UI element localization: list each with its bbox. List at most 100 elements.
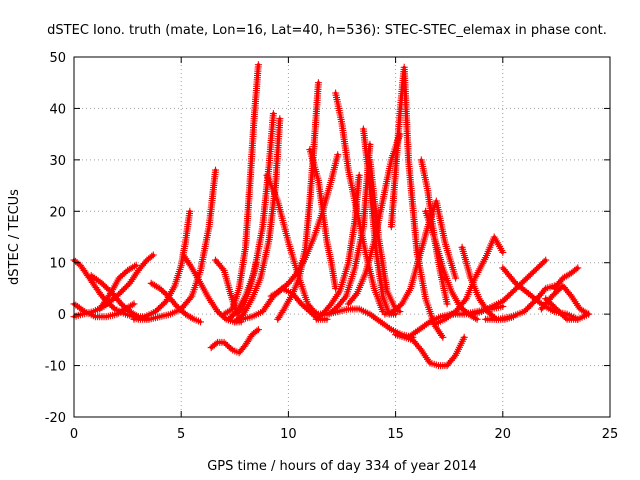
data-point <box>510 278 518 286</box>
data-point <box>563 287 571 295</box>
data-point <box>549 302 557 310</box>
data-point <box>559 282 567 290</box>
series-40 <box>550 264 582 292</box>
data-point <box>279 284 287 292</box>
y-tick-label: 20 <box>49 205 66 220</box>
data-point <box>527 301 535 309</box>
series-19 <box>306 146 340 292</box>
data-point <box>253 327 261 335</box>
data-point <box>553 281 561 289</box>
data-point <box>219 265 227 273</box>
data-point <box>520 308 528 316</box>
data-point <box>309 306 317 314</box>
data-point <box>452 274 460 282</box>
data-point <box>279 307 287 315</box>
data-point <box>109 303 117 311</box>
data-point <box>123 283 130 290</box>
data-point <box>522 275 530 283</box>
data-point <box>350 293 358 301</box>
series-36 <box>482 282 558 323</box>
data-point <box>565 289 572 297</box>
data-point <box>115 274 123 282</box>
data-point <box>297 300 305 308</box>
data-point <box>554 307 562 314</box>
data-point <box>105 291 113 299</box>
data-point <box>534 264 542 271</box>
data-point <box>446 358 454 366</box>
data-point <box>416 344 424 352</box>
data-point <box>158 286 165 294</box>
data-point <box>116 289 124 297</box>
data-point <box>220 338 228 346</box>
y-tick-label: -10 <box>45 360 66 375</box>
data-point <box>224 342 231 349</box>
data-point <box>572 265 580 273</box>
data-point <box>283 281 291 289</box>
data-point <box>548 301 556 309</box>
y-tick-label: -20 <box>45 411 66 426</box>
data-point <box>217 263 225 271</box>
data-point <box>216 261 224 269</box>
data-point <box>533 265 540 273</box>
series-27 <box>387 63 447 341</box>
data-point <box>556 308 563 316</box>
y-tick-label: 30 <box>49 154 66 169</box>
data-point <box>499 297 507 305</box>
x-axis-label: GPS time / hours of day 334 of year 2014 <box>207 459 477 474</box>
data-point <box>152 308 159 316</box>
data-point <box>562 314 570 322</box>
plot-frame <box>73 56 611 418</box>
data-point <box>118 287 126 295</box>
data-point <box>281 282 289 290</box>
data-point <box>121 284 129 292</box>
data-point <box>98 279 106 287</box>
series-35 <box>469 256 550 318</box>
data-point <box>552 305 560 313</box>
data-point <box>294 296 302 304</box>
data-point <box>224 315 232 323</box>
data-point <box>233 316 240 324</box>
data-point <box>231 318 239 326</box>
data-point <box>230 311 237 319</box>
data-point <box>156 284 164 292</box>
data-point <box>286 278 294 286</box>
series-33 <box>430 233 507 328</box>
data-point <box>548 292 556 300</box>
series-29 <box>392 331 468 370</box>
data-point <box>395 303 403 311</box>
data-point <box>473 315 481 323</box>
data-point <box>158 302 166 310</box>
data-point <box>159 300 167 308</box>
data-point <box>526 271 534 279</box>
data-point <box>503 293 511 301</box>
data-point <box>460 333 468 341</box>
data-point <box>186 207 194 215</box>
data-point <box>536 262 544 270</box>
data-point <box>254 61 262 69</box>
series-10 <box>207 326 262 357</box>
data-point <box>101 282 109 290</box>
data-point <box>276 115 284 123</box>
data-point <box>226 314 234 322</box>
data-point <box>155 305 162 313</box>
data-point <box>412 339 420 347</box>
data-point <box>525 272 533 280</box>
x-tick-label: 0 <box>70 427 78 442</box>
y-tick-label: 0 <box>58 308 66 323</box>
data-point <box>324 303 332 311</box>
data-point <box>450 353 458 361</box>
data-point <box>413 341 421 349</box>
data-point <box>159 288 167 295</box>
data-point <box>393 305 401 312</box>
data-point <box>139 261 147 269</box>
data-point <box>391 306 399 314</box>
data-point <box>120 270 128 277</box>
data-point <box>131 262 138 270</box>
data-point <box>349 295 357 303</box>
data-point <box>542 295 550 303</box>
data-point <box>98 292 106 300</box>
data-point <box>585 310 593 318</box>
data-point <box>551 289 559 297</box>
data-point <box>134 266 142 274</box>
data-point <box>130 300 138 308</box>
